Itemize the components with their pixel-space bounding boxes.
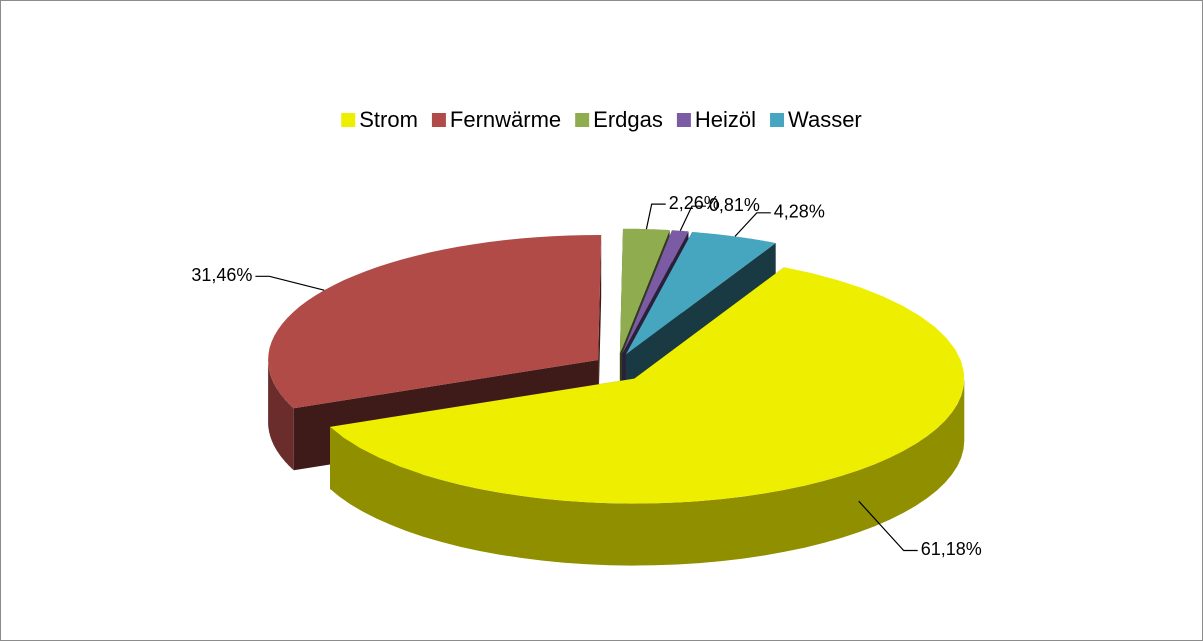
legend-label: Strom: [359, 107, 418, 132]
leader-line: [255, 275, 325, 291]
data-label: 2,26%: [669, 193, 720, 213]
leader-line: [858, 500, 918, 552]
slice-wall: [330, 378, 965, 566]
legend-label: Fernwärme: [450, 107, 561, 132]
legend-swatch: [770, 113, 785, 127]
legend-swatch: [431, 113, 446, 127]
leader-line: [645, 203, 666, 230]
legend-swatch: [341, 113, 356, 127]
legend: Strom Fernwärme Erdgas Heizöl Wasser: [341, 107, 862, 132]
slice: [619, 228, 670, 354]
leader-line: [734, 212, 771, 237]
legend-swatch: [676, 113, 691, 127]
data-label: 31,46%: [191, 265, 252, 285]
slice-side: [598, 235, 602, 422]
legend-label: Heizöl: [695, 107, 756, 132]
legend-label: Erdgas: [593, 107, 663, 132]
data-labels: 2,26%0,81% 4,28% 31,46% 61,18%: [191, 193, 981, 559]
slice-wall: [268, 360, 294, 471]
legend-label: Wasser: [788, 107, 862, 132]
legend-swatch: [575, 113, 590, 127]
data-label: 4,28%: [774, 202, 825, 222]
data-label: 61,18%: [921, 539, 982, 559]
slice: [622, 230, 689, 354]
leader-line: [679, 205, 706, 232]
data-label: 0,81%: [709, 195, 760, 215]
slice: [625, 232, 776, 355]
slice: [330, 267, 964, 504]
slice: [268, 235, 602, 409]
pie: [268, 228, 965, 566]
